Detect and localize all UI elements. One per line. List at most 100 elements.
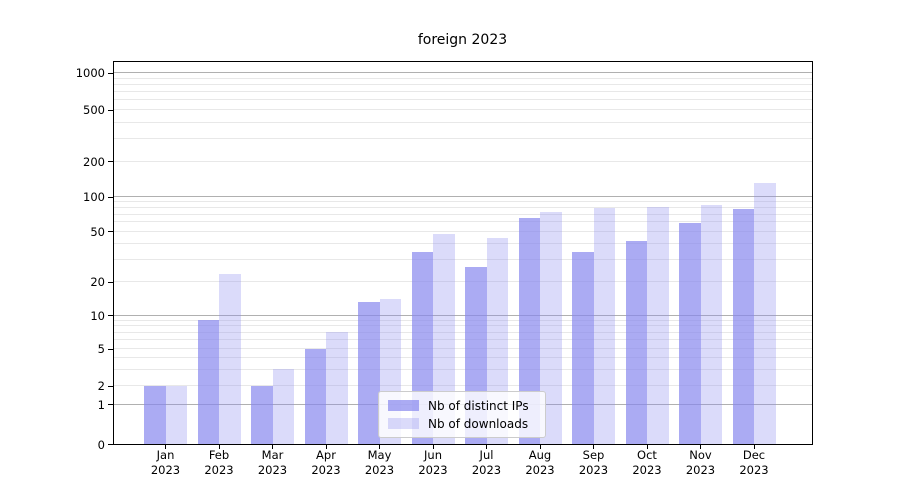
x-tick-label: Apr 2023 bbox=[311, 448, 341, 477]
legend-swatch-distinct-ips bbox=[388, 400, 419, 411]
bar-distinct-ips bbox=[144, 385, 166, 444]
y-tick-label: 50 bbox=[90, 224, 105, 239]
bar-distinct-ips bbox=[197, 320, 219, 444]
x-tick-label: Mar 2023 bbox=[257, 448, 288, 477]
x-tick-mark bbox=[646, 445, 648, 449]
y-tick-mark bbox=[108, 444, 113, 445]
top-spine bbox=[113, 61, 813, 62]
minor-gridline bbox=[113, 207, 812, 209]
bar-downloads bbox=[165, 385, 187, 444]
y-tick-label: 20 bbox=[90, 275, 105, 289]
bar-distinct-ips bbox=[251, 385, 273, 444]
legend-label-distinct-ips: Nb of distinct IPs bbox=[428, 398, 529, 413]
minor-gridline bbox=[113, 99, 812, 101]
legend-item-downloads: Nb of downloads bbox=[388, 417, 536, 431]
y-tick-mark bbox=[108, 161, 113, 162]
legend: Nb of distinct IPs Nb of downloads bbox=[378, 391, 546, 438]
bar-downloads bbox=[540, 211, 562, 444]
x-tick-mark bbox=[218, 445, 220, 449]
y-tick-mark bbox=[108, 348, 113, 350]
y-tick-label: 1000 bbox=[75, 66, 105, 80]
chart-title: foreign 2023 bbox=[417, 32, 508, 48]
left-spine bbox=[113, 61, 114, 444]
minor-gridline bbox=[113, 357, 812, 358]
y-tick-mark bbox=[108, 72, 113, 74]
y-tick-label: 5 bbox=[97, 342, 105, 356]
y-tick-mark bbox=[108, 109, 113, 111]
x-tick-mark bbox=[272, 445, 273, 449]
x-tick-label: Feb 2023 bbox=[204, 448, 234, 477]
bar-downloads bbox=[219, 273, 241, 444]
minor-gridline bbox=[113, 368, 812, 370]
bar-downloads bbox=[593, 208, 615, 444]
bar-downloads bbox=[326, 332, 348, 444]
minor-gridline bbox=[113, 331, 812, 333]
bar-downloads bbox=[754, 183, 776, 444]
legend-item-distinct-ips: Nb of distinct IPs bbox=[388, 399, 536, 413]
major-gridline bbox=[113, 196, 812, 198]
minor-gridline bbox=[113, 77, 812, 79]
y-tick-mark bbox=[108, 385, 113, 387]
minor-gridline bbox=[113, 242, 812, 244]
bar-downloads bbox=[647, 207, 669, 444]
x-tick-mark bbox=[165, 445, 166, 449]
bar-distinct-ips bbox=[679, 222, 701, 444]
bar-distinct-ips bbox=[358, 302, 380, 444]
legend-swatch-downloads bbox=[388, 418, 419, 429]
y-tick-label: 200 bbox=[83, 154, 105, 169]
minor-gridline bbox=[113, 230, 812, 232]
x-tick-mark bbox=[753, 445, 755, 449]
bar-distinct-ips bbox=[625, 240, 647, 444]
x-tick-label: Jan 2023 bbox=[150, 448, 181, 477]
minor-gridline bbox=[113, 83, 812, 85]
minor-gridline bbox=[113, 121, 812, 123]
right-spine bbox=[812, 61, 813, 445]
x-tick-label: Oct 2023 bbox=[632, 448, 662, 477]
minor-gridline bbox=[113, 109, 812, 110]
y-tick-mark bbox=[108, 231, 113, 232]
bottom-spine bbox=[113, 444, 813, 445]
y-tick-label: 10 bbox=[90, 308, 105, 323]
bar-distinct-ips bbox=[518, 218, 540, 444]
x-tick-label: Sep 2023 bbox=[578, 448, 609, 477]
minor-gridline bbox=[113, 91, 812, 93]
minor-gridline bbox=[113, 385, 812, 386]
y-tick-label: 2 bbox=[97, 379, 105, 393]
minor-gridline bbox=[113, 348, 812, 349]
x-tick-label: Jul 2023 bbox=[471, 448, 502, 477]
x-tick-mark bbox=[700, 445, 701, 449]
x-tick-mark bbox=[486, 445, 487, 449]
minor-gridline bbox=[113, 160, 812, 162]
y-tick-label: 1 bbox=[97, 397, 105, 412]
x-tick-mark bbox=[539, 445, 541, 449]
y-tick-mark bbox=[108, 315, 113, 316]
y-tick-mark bbox=[108, 196, 113, 198]
x-tick-label: May 2023 bbox=[364, 448, 395, 477]
minor-gridline bbox=[113, 281, 812, 282]
y-tick-label: 100 bbox=[83, 190, 105, 205]
x-tick-mark bbox=[325, 445, 327, 449]
x-tick-label: Dec 2023 bbox=[739, 448, 769, 477]
x-tick-mark bbox=[379, 445, 380, 449]
y-tick-mark bbox=[108, 281, 113, 283]
major-gridline bbox=[113, 314, 812, 316]
minor-gridline bbox=[113, 137, 812, 139]
minor-gridline bbox=[113, 258, 812, 260]
minor-gridline bbox=[113, 319, 812, 321]
y-tick-mark bbox=[108, 404, 113, 405]
x-tick-label: Jun 2023 bbox=[418, 448, 448, 477]
x-tick-mark bbox=[593, 445, 594, 449]
legend-label-downloads: Nb of downloads bbox=[428, 416, 529, 431]
minor-gridline bbox=[113, 213, 812, 215]
bar-distinct-ips bbox=[572, 252, 594, 444]
x-tick-mark bbox=[432, 445, 434, 449]
minor-gridline bbox=[113, 325, 812, 327]
bar-distinct-ips bbox=[304, 348, 326, 444]
minor-gridline bbox=[113, 201, 812, 203]
major-gridline bbox=[113, 72, 812, 73]
x-tick-label: Aug 2023 bbox=[525, 448, 555, 477]
bar-downloads bbox=[272, 369, 294, 444]
bar-distinct-ips bbox=[732, 208, 754, 444]
